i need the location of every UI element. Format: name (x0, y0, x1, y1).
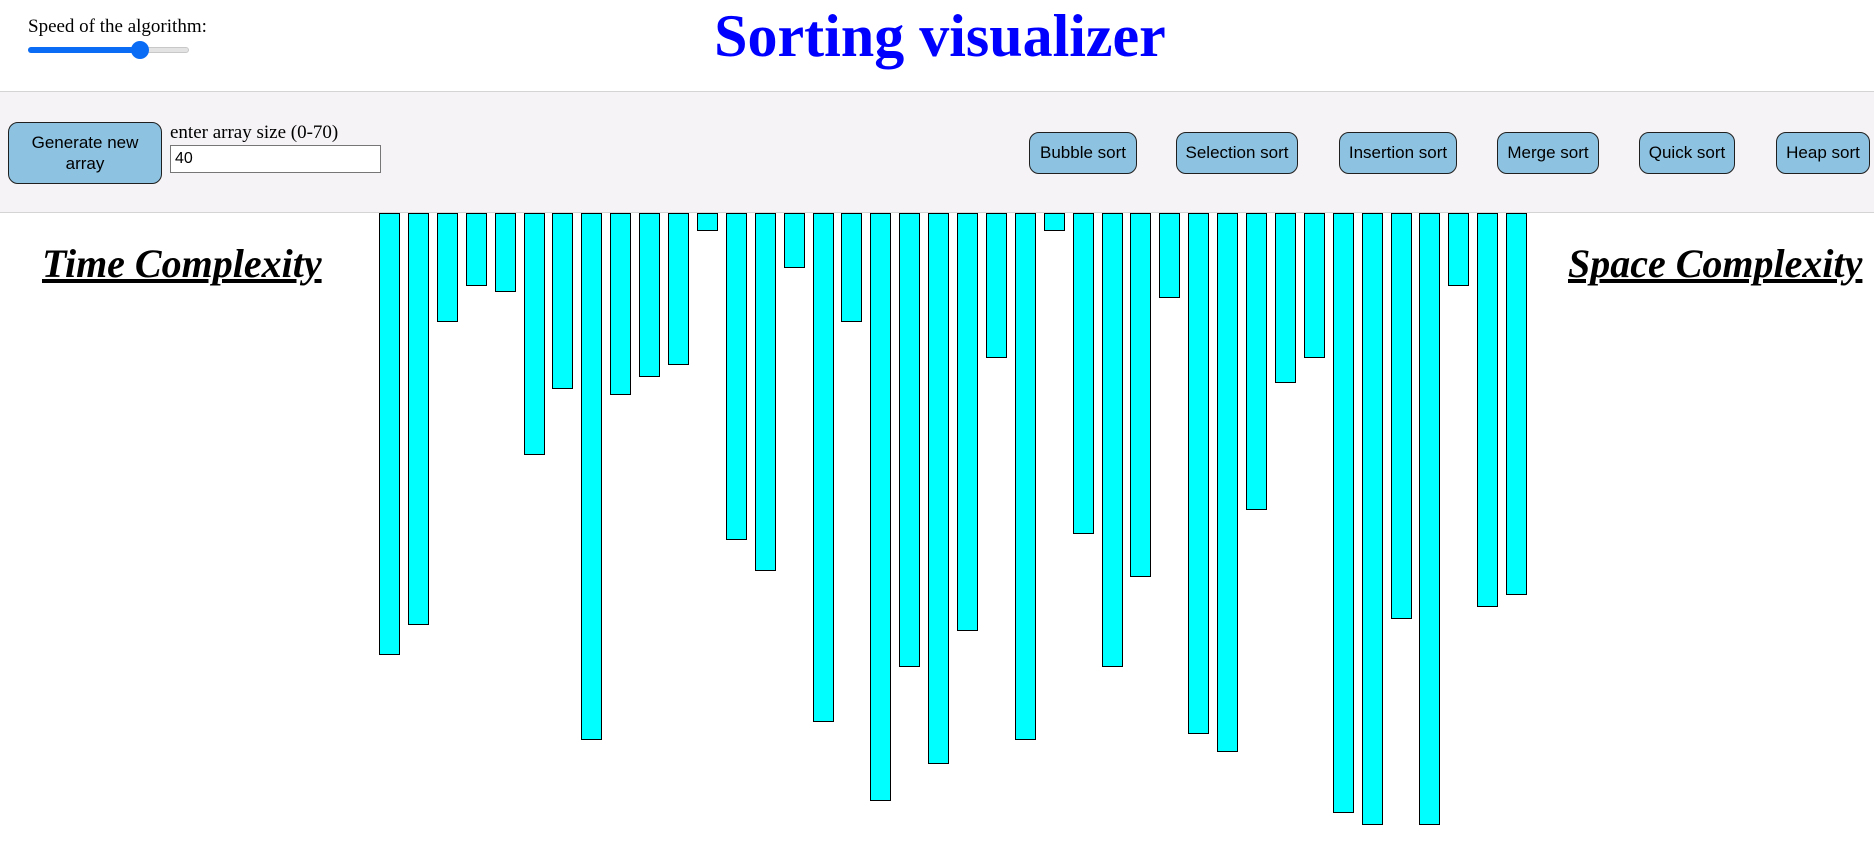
array-bar (1130, 213, 1151, 577)
array-bar (1217, 213, 1238, 752)
array-bar (1419, 213, 1440, 825)
array-bar (726, 213, 747, 540)
speed-slider[interactable] (28, 41, 189, 59)
space-complexity-heading: Space Complexity (1568, 241, 1863, 286)
array-bar (755, 213, 776, 571)
array-bar (610, 213, 631, 395)
toolbar: Generate new array enter array size (0-7… (0, 91, 1874, 213)
header-bar: Speed of the algorithm: Sorting visualiz… (0, 0, 1874, 91)
array-bar (1506, 213, 1527, 595)
array-bar (784, 213, 805, 268)
array-bar (697, 213, 718, 231)
insertion-sort-button[interactable]: Insertion sort (1339, 132, 1457, 174)
array-size-label: enter array size (0-70) (170, 122, 339, 143)
array-bar (841, 213, 862, 322)
merge-sort-button[interactable]: Merge sort (1497, 132, 1599, 174)
array-bar (1275, 213, 1296, 383)
array-bar (1159, 213, 1180, 298)
array-bar (1188, 213, 1209, 734)
array-bar (437, 213, 458, 322)
array-bar (1102, 213, 1123, 667)
array-bar (552, 213, 573, 389)
array-bar (870, 213, 891, 801)
array-bar (1304, 213, 1325, 358)
speed-label: Speed of the algorithm: (28, 16, 207, 37)
array-bar (1391, 213, 1412, 619)
array-bars-container (0, 213, 1874, 868)
array-bar (813, 213, 834, 722)
array-bar (524, 213, 545, 455)
array-bar (928, 213, 949, 764)
array-bar (1362, 213, 1383, 825)
array-bar (1246, 213, 1267, 510)
array-bar (668, 213, 689, 365)
array-bar (1073, 213, 1094, 534)
time-complexity-heading: Time Complexity (42, 241, 322, 286)
array-bar (466, 213, 487, 286)
page-title: Sorting visualizer (714, 3, 1166, 69)
array-bar (581, 213, 602, 740)
array-bar (899, 213, 920, 667)
speed-slider-thumb[interactable] (130, 41, 149, 59)
array-bar (986, 213, 1007, 358)
generate-array-button[interactable]: Generate new array (8, 122, 162, 184)
array-bar (1477, 213, 1498, 607)
array-bar (1448, 213, 1469, 286)
array-bar (1333, 213, 1354, 813)
array-bar (1044, 213, 1065, 231)
array-bar (495, 213, 516, 292)
quick-sort-button[interactable]: Quick sort (1639, 132, 1735, 174)
array-bar (408, 213, 429, 625)
array-bar (1015, 213, 1036, 740)
array-bar (957, 213, 978, 631)
selection-sort-button[interactable]: Selection sort (1176, 132, 1298, 174)
heap-sort-button[interactable]: Heap sort (1776, 132, 1870, 174)
speed-slider-fill (28, 47, 140, 53)
array-bar (639, 213, 660, 377)
array-bar (379, 213, 400, 655)
bubble-sort-button[interactable]: Bubble sort (1029, 132, 1137, 174)
array-size-input[interactable] (170, 145, 381, 173)
